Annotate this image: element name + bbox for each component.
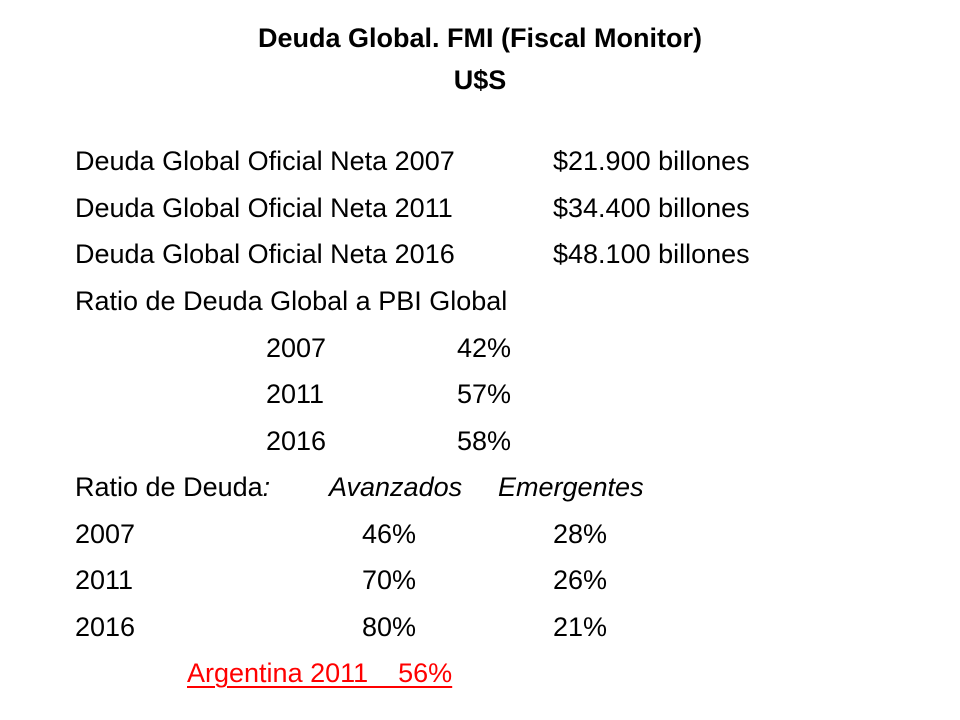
gdp-ratio-heading: Ratio de Deuda Global a PBI Global xyxy=(75,286,508,316)
gdp-ratio-year-2016: 2016 xyxy=(266,426,327,456)
net-debt-label-2011: Deuda Global Oficial Neta 2011 xyxy=(75,193,453,223)
debt-ratio-year-2007: 2007 xyxy=(75,519,136,549)
argentina-note: Argentina 2011 56% xyxy=(187,658,453,688)
debt-ratio-year-2011: 2011 xyxy=(75,565,134,595)
debt-ratio-emerging-2007: 28% xyxy=(553,519,608,549)
net-debt-label-2007: Deuda Global Oficial Neta 2007 xyxy=(75,146,455,176)
net-debt-value-2016: $48.100 billones xyxy=(553,239,750,269)
debt-ratio-col-advanced: Avanzados xyxy=(329,472,463,502)
debt-ratio-heading-label: Ratio de Deuda xyxy=(75,472,263,502)
debt-ratio-advanced-2007: 46% xyxy=(362,519,417,549)
debt-ratio-advanced-2011: 70% xyxy=(362,565,417,595)
gdp-ratio-year-2011: 2011 xyxy=(266,379,325,409)
gdp-ratio-year-2007: 2007 xyxy=(266,333,327,363)
debt-ratio-heading-colon: : xyxy=(262,472,271,502)
debt-ratio-advanced-2016: 80% xyxy=(362,612,417,642)
debt-ratio-col-emerging: Emergentes xyxy=(498,472,644,502)
debt-ratio-year-2016: 2016 xyxy=(75,612,136,642)
net-debt-label-2016: Deuda Global Oficial Neta 2016 xyxy=(75,239,455,269)
net-debt-value-2007: $21.900 billones xyxy=(553,146,750,176)
slide-title: Deuda Global. FMI (Fiscal Monitor) xyxy=(257,23,702,53)
gdp-ratio-value-2011: 57% xyxy=(457,379,512,409)
slide-subtitle-currency: U$S xyxy=(453,65,507,95)
debt-ratio-emerging-2016: 21% xyxy=(553,612,608,642)
net-debt-value-2011: $34.400 billones xyxy=(553,193,750,223)
gdp-ratio-value-2016: 58% xyxy=(457,426,512,456)
gdp-ratio-value-2007: 42% xyxy=(457,333,512,363)
debt-ratio-heading: Ratio de Deuda: xyxy=(75,474,270,501)
debt-ratio-emerging-2011: 26% xyxy=(553,565,608,595)
